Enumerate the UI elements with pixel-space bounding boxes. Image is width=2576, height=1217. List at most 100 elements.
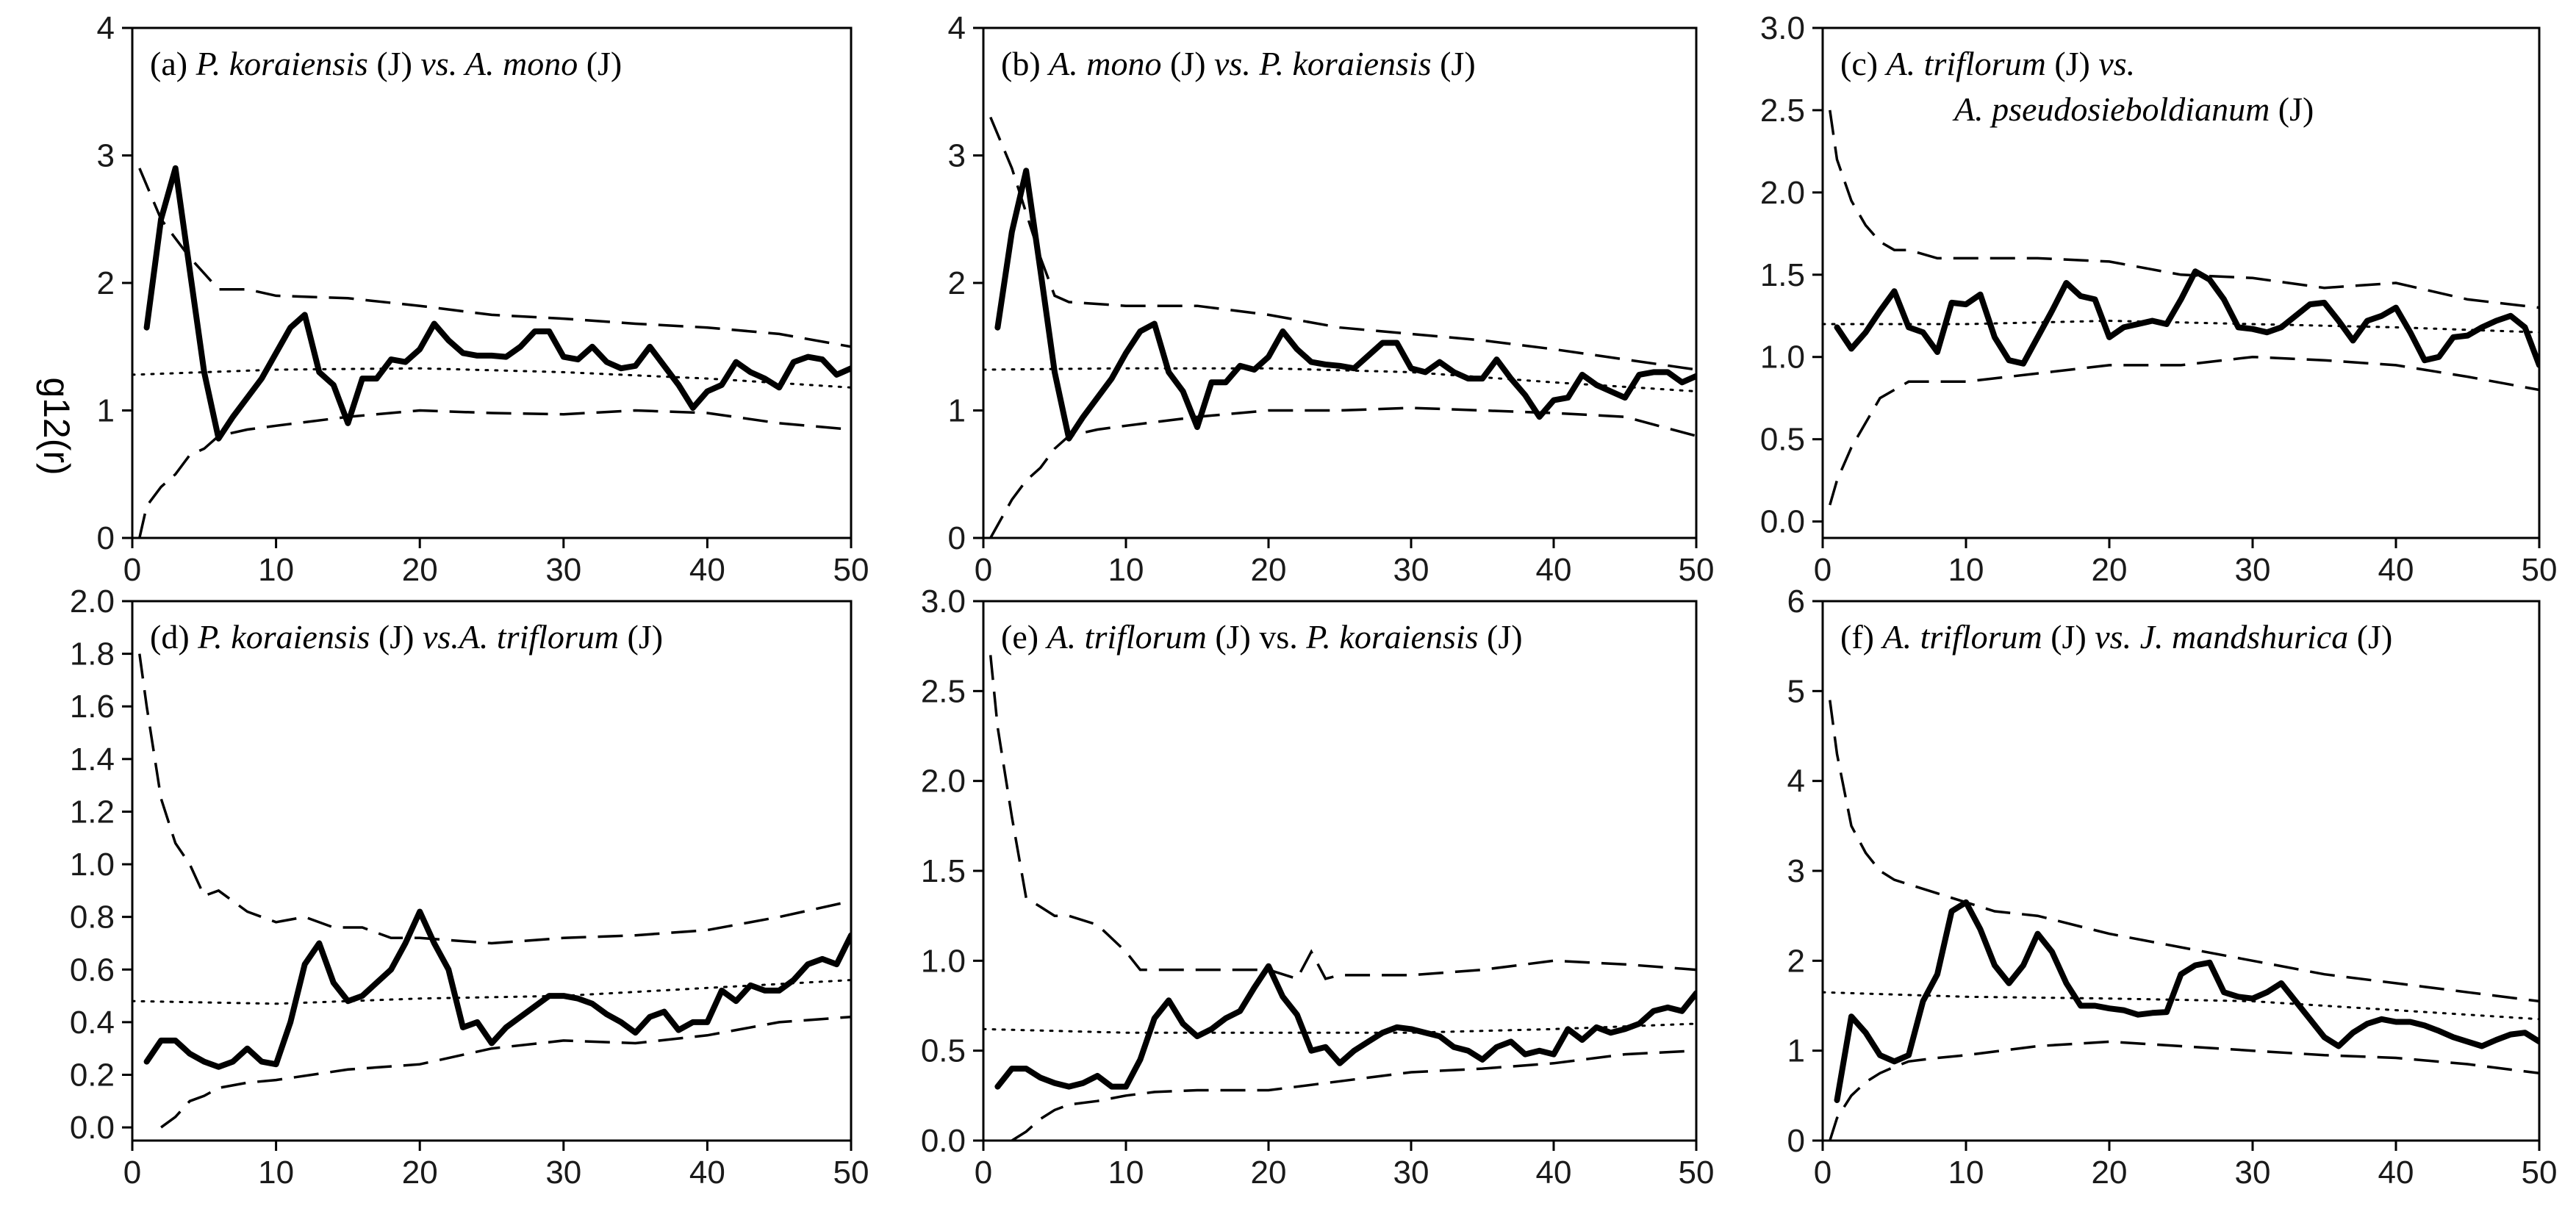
panel-b-title: (b) A. mono (J) vs. P. koraiensis (J) [1001,45,1476,82]
panel-c-title-run: A. triflorum [1884,45,2046,82]
panel-c-x-tick-label: 40 [2378,552,2414,588]
panel-e-title-run: (J) [1479,618,1523,656]
panel-b-x-tick-label: 50 [1679,552,1715,588]
panel-b: 0 10 20 30 40 50 0 1 2 3 4 (b) A. mono (J) vs. P. k… [948,10,1715,588]
panel-a-lower-line [138,409,851,538]
panel-d-title-run: P. koraiensis [197,618,370,656]
panel-e-y-tick-label: 0.0 [921,1123,966,1159]
panel-a-x-tick-label: 0 [123,552,141,588]
panel-a-y-tick-label: 0 [97,520,115,556]
panel-b-x-tick-label: 30 [1393,552,1429,588]
panel-c-x-tick-label: 30 [2235,552,2271,588]
panel-e-x-tick-label: 20 [1251,1155,1287,1191]
panel-a-title-run: (J) [578,45,622,82]
panel-a-y-tick-label: 1 [97,393,115,429]
panel-d-y-tick-label: 1.4 [70,742,115,778]
panel-c-title-run: (J) [2046,45,2099,82]
y-axis-label: g12(r) [36,377,77,475]
panel-b-title-run: vs. P. koraiensis [1214,45,1432,82]
panel-a-x-tick-label: 50 [833,552,869,588]
panel-b-series [983,116,1696,538]
panel-c-expected-line [1823,319,2539,334]
panel-b-y-tick-label: 4 [948,10,966,46]
panel-c-observed-line [1834,268,2539,368]
panel-e-x-tick-label: 10 [1108,1155,1144,1191]
panel-c-y-tick-label: 2.0 [1760,175,1805,211]
panel-c-title-run: (J) [2270,90,2314,128]
panel-f-x-tick-label: 10 [1948,1155,1984,1191]
panel-d-observed-line [143,908,851,1070]
panel-d-x-tick-label: 50 [833,1155,869,1191]
panel-f-title-run: vs. J. mandshurica [2095,618,2348,656]
panel-a-observed-line [143,165,851,442]
panel-b-x-tick-label: 20 [1251,552,1287,588]
panel-a-title-run: vs. A. mono [420,45,578,82]
panel-c-y-tick-label: 0.5 [1760,422,1805,458]
panel-f-y-tick-label: 0 [1787,1123,1805,1159]
panel-b-y-tick-label: 2 [948,265,966,301]
panel-f-frame [1821,600,2541,1142]
panel-d-series [132,653,851,1129]
panel-f-letter: (f) [1840,618,1882,656]
panel-e-x-tick-label: 50 [1679,1155,1715,1191]
panel-f-x-tick-label: 40 [2378,1155,2414,1191]
panel-f-observed-line [1834,899,2539,1103]
panel-c-x-tick-label: 20 [2092,552,2128,588]
panel-d-frame [131,600,853,1142]
panel-f-upper-line [1829,700,2539,1003]
panel-c-x-tick-label: 0 [1814,552,1831,588]
panel-b-y-tick-label: 3 [948,138,966,174]
panel-c-y-tick-label: 1.0 [1760,340,1805,376]
panel-f-x-tick-label: 0 [1814,1155,1831,1191]
panel-c-upper-line [1829,110,2539,309]
panel-c-frame [1821,26,2541,539]
panel-a-expected-line [132,367,851,389]
panel-d-y-tick-label: 1.2 [70,794,115,830]
panel-c-y-tick-label: 0.0 [1760,504,1805,540]
panel-d-title-run: vs.A. triflorum [423,618,619,656]
panel-d-x-tick-label: 10 [258,1155,294,1191]
panel-b-frame [982,26,1698,539]
panel-f-y-tick-label: 4 [1787,764,1805,800]
panel-a-title-run: P. koraiensis [195,45,368,82]
panel-f-y-tick-label: 6 [1787,584,1805,620]
panel-d-title: (d) P. koraiensis (J) vs.A. triflorum (J… [150,618,663,656]
panel-e-y-tick-label: 1.0 [921,943,966,979]
panel-d-title-run: (J) [619,618,663,656]
panel-b-title-run: A. mono [1047,45,1161,82]
panel-b-upper-line [989,116,1696,371]
panel-d-y-tick-label: 2.0 [70,584,115,620]
panel-e-x-tick-label: 30 [1393,1155,1429,1191]
panel-d-lower-line [160,1015,851,1129]
panel-c-letter: (c) [1840,45,1887,82]
panel-f-y-tick-label: 5 [1787,673,1805,709]
panel-c-series [1823,110,2539,506]
panel-d-x-tick-label: 40 [689,1155,725,1191]
panel-b-x-tick-label: 40 [1536,552,1572,588]
panel-d-y-tick-label: 1.8 [70,636,115,672]
panel-f-expected-line [1823,991,2539,1021]
panel-e-y-tick-label: 0.5 [921,1033,966,1069]
panel-f-title-run: (J) [2042,618,2095,656]
panel-c-title-line-2: A. pseudosieboldianum (J) [1952,90,2314,128]
panel-a-letter: (a) [150,45,196,82]
panel-c-lower-line [1829,355,2539,506]
panel-a-x-tick-label: 10 [258,552,294,588]
panel-e-observed-line [994,963,1696,1090]
panel-b-x-tick-label: 10 [1108,552,1144,588]
panel-a-x-tick-label: 30 [545,552,581,588]
panel-e-title: (e) A. triflorum (J) vs. P. koraiensis (… [1001,618,1523,656]
panel-f-x-tick-label: 20 [2092,1155,2128,1191]
panel-d-x-tick-label: 20 [402,1155,438,1191]
panel-c-title-run: vs. [2098,45,2135,82]
panel-c-y-tick-label: 1.5 [1760,257,1805,293]
panel-d: 0 10 20 30 40 50 0.0 0.2 0.4 0.6 0.8 1.0 1.2 1.4 1.6 1.… [70,584,869,1191]
panel-a-series [132,165,851,538]
panel-c-y-tick-label: 3.0 [1760,10,1805,46]
panel-f-y-tick-label: 2 [1787,943,1805,979]
panel-f-x-tick-label: 50 [2522,1155,2558,1191]
panel-e-upper-line [989,655,1696,980]
panel-e-title-run: (J) vs. [1207,618,1306,656]
